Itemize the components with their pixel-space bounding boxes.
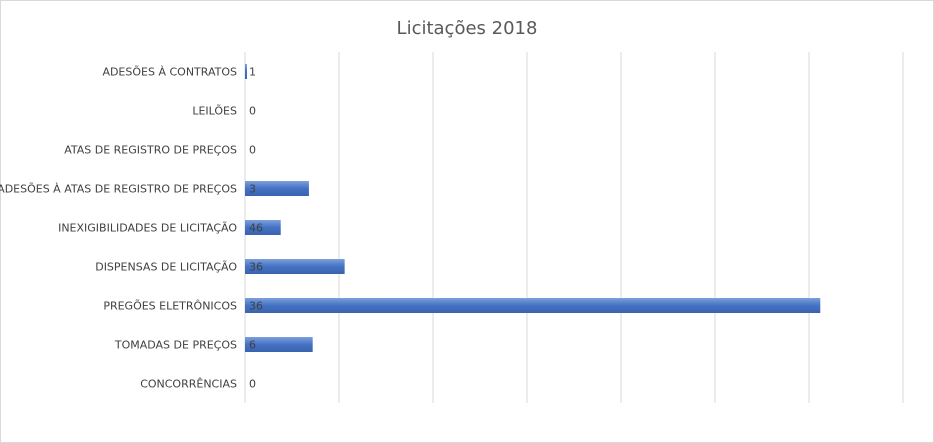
data-label: 3 bbox=[249, 183, 256, 196]
data-labels: 1 0 0 3 46 36 36 6 0 bbox=[249, 66, 263, 391]
category-label: ADESÕES À ATAS DE REGISTRO DE PREÇOS bbox=[0, 183, 237, 196]
gridlines bbox=[244, 52, 904, 403]
bar bbox=[245, 220, 281, 235]
data-label: 0 bbox=[249, 378, 256, 391]
data-label: 1 bbox=[249, 66, 256, 79]
data-label: 0 bbox=[249, 144, 256, 157]
data-label: 0 bbox=[249, 105, 256, 118]
bar bbox=[245, 337, 313, 352]
data-label: 6 bbox=[249, 339, 256, 352]
bar bbox=[245, 181, 309, 196]
category-label: ATAS DE REGISTRO DE PREÇOS bbox=[64, 144, 237, 157]
bar bbox=[245, 64, 247, 79]
category-label: ADESÕES À CONTRATOS bbox=[102, 66, 237, 79]
bars bbox=[245, 64, 821, 352]
data-label: 36 bbox=[249, 300, 263, 313]
category-label: TOMADAS DE PREÇOS bbox=[114, 339, 237, 352]
category-labels: ADESÕES À CONTRATOS LEILÕES ATAS DE REGIST… bbox=[0, 66, 237, 391]
category-label: LEILÕES bbox=[192, 105, 237, 118]
bar bbox=[245, 298, 821, 313]
category-label: DISPENSAS DE LICITAÇÃO bbox=[95, 261, 237, 274]
bar bbox=[245, 259, 345, 274]
category-label: CONCORRÊNCIAS bbox=[140, 378, 237, 391]
category-label: INEXIGIBILIDADES DE LICITAÇÃO bbox=[58, 222, 237, 235]
category-label: PREGÕES ELETRÔNICOS bbox=[103, 300, 237, 313]
data-label: 46 bbox=[249, 222, 263, 235]
chart-title: Licitações 2018 bbox=[396, 18, 538, 39]
data-label: 36 bbox=[249, 261, 263, 274]
